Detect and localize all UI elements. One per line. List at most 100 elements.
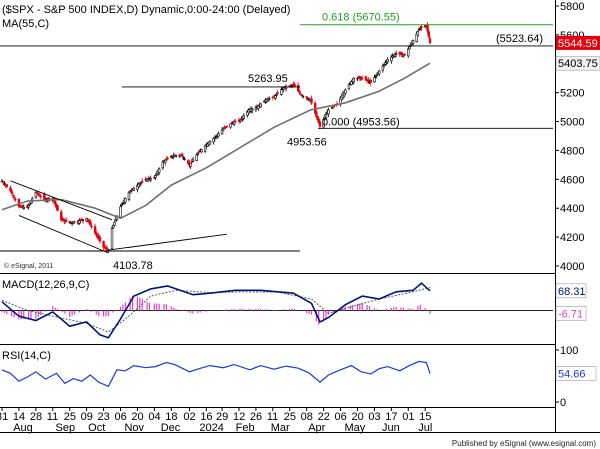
candle-up xyxy=(213,137,216,139)
x-month-label: Feb xyxy=(236,422,255,434)
candle-down xyxy=(166,157,169,160)
candle-down xyxy=(11,194,15,196)
rsi-y-tick-label: 100 xyxy=(560,345,578,357)
candle-down xyxy=(89,220,92,225)
candle-down xyxy=(276,92,279,94)
candle-up xyxy=(419,28,422,30)
ma-label: MA(55,C) xyxy=(2,18,49,30)
candle-up xyxy=(196,153,200,155)
candle-up xyxy=(222,128,225,131)
candle-up xyxy=(407,48,410,57)
candle-down xyxy=(90,225,93,228)
copyright-text: © eSignal, 2011 xyxy=(4,262,54,270)
candle-up xyxy=(415,33,418,42)
rsi-last-value: 54.66 xyxy=(558,369,586,381)
channel-lower-line xyxy=(18,215,109,254)
candle-up xyxy=(284,86,288,89)
rsi-label: RSI(14,C) xyxy=(2,350,51,362)
histogram-value-tag xyxy=(555,306,587,321)
x-month-label: Mar xyxy=(271,422,290,434)
candle-down xyxy=(299,93,302,95)
ma55-line xyxy=(1,62,431,220)
candle-down xyxy=(364,76,368,81)
ma-price-tag xyxy=(555,55,600,71)
candle-up xyxy=(127,192,131,200)
macd-last-value: 68.31 xyxy=(558,286,586,298)
candle-up xyxy=(220,129,224,135)
candle-down xyxy=(5,184,9,187)
x-month-label: Sep xyxy=(56,422,76,434)
fib-0-label: 0.000 (4953.56) xyxy=(322,116,400,128)
candle-up xyxy=(112,225,115,229)
candle-down xyxy=(95,232,98,236)
candle-up xyxy=(110,228,114,249)
candle-up xyxy=(282,87,285,90)
candle-up xyxy=(229,123,232,128)
candle-up xyxy=(124,198,127,203)
x-day-label: 08 xyxy=(301,411,313,423)
macd-panel xyxy=(0,282,553,339)
x-day-label: 03 xyxy=(368,411,380,423)
x-day-label: 06 xyxy=(114,411,126,423)
price-y-tick-label: 4600 xyxy=(560,174,584,186)
x-day-label: 12 xyxy=(233,411,245,423)
candle-up xyxy=(200,149,203,153)
candle-down xyxy=(2,181,5,184)
candle-down xyxy=(14,198,17,201)
macd-value-tag xyxy=(555,283,587,299)
x-day-label: 20 xyxy=(351,411,363,423)
support-trend-line xyxy=(108,233,227,251)
candle-down xyxy=(165,159,168,161)
rsi-value-tag xyxy=(555,366,597,381)
candle-up xyxy=(301,95,305,98)
x-day-label: 17 xyxy=(385,411,397,423)
candle-up xyxy=(203,145,207,152)
rsi-line xyxy=(1,360,431,388)
candle-down xyxy=(297,85,300,92)
macd-signal-line xyxy=(1,287,431,333)
candle-up xyxy=(182,157,185,159)
price-y-tick-label: 5200 xyxy=(560,88,584,100)
candle-down xyxy=(310,98,313,104)
candle-down xyxy=(56,205,59,211)
rsi-panel xyxy=(1,360,431,388)
candle-up xyxy=(251,108,254,111)
candle-up xyxy=(128,191,132,194)
candle-up xyxy=(145,178,149,182)
x-day-label: 02 xyxy=(183,411,195,423)
x-day-label: 22 xyxy=(318,411,330,423)
candle-down xyxy=(53,201,57,205)
x-day-label: 31 xyxy=(0,411,8,423)
candle-up xyxy=(217,133,220,137)
x-day-label: 28 xyxy=(30,411,42,423)
x-day-label: 20 xyxy=(131,411,143,423)
candle-up xyxy=(384,62,387,65)
candle-down xyxy=(300,94,304,97)
x-month-label: Oct xyxy=(88,422,105,434)
x-month-label: 2024 xyxy=(199,422,223,434)
candle-down xyxy=(298,90,301,93)
x-day-label: 26 xyxy=(250,411,262,423)
candle-up xyxy=(130,189,133,192)
chart-title: ($SPX - S&P 500 INDEX,D) Dynamic,0:00-24… xyxy=(2,4,290,16)
candle-down xyxy=(105,248,109,250)
x-day-label: 15 xyxy=(419,411,431,423)
candle-down xyxy=(180,153,184,157)
level-4103-label: 4103.78 xyxy=(113,260,153,272)
candle-up xyxy=(327,109,330,115)
candle-down xyxy=(361,77,364,80)
candle-down xyxy=(12,196,16,198)
x-month-label: Dec xyxy=(161,422,181,434)
macd-line xyxy=(1,282,431,339)
candle-up xyxy=(352,77,356,83)
candle-up xyxy=(373,77,376,83)
candle-up xyxy=(78,220,81,224)
candle-down xyxy=(305,96,308,99)
candle-down xyxy=(225,125,229,128)
axis-labels: 4000420044004600480050005200540056005800… xyxy=(0,1,600,434)
price-y-tick-label: 5000 xyxy=(560,117,584,129)
candle-up xyxy=(381,65,385,71)
candle-up xyxy=(374,75,377,78)
candle-down xyxy=(399,52,403,55)
candle-down xyxy=(427,31,430,38)
